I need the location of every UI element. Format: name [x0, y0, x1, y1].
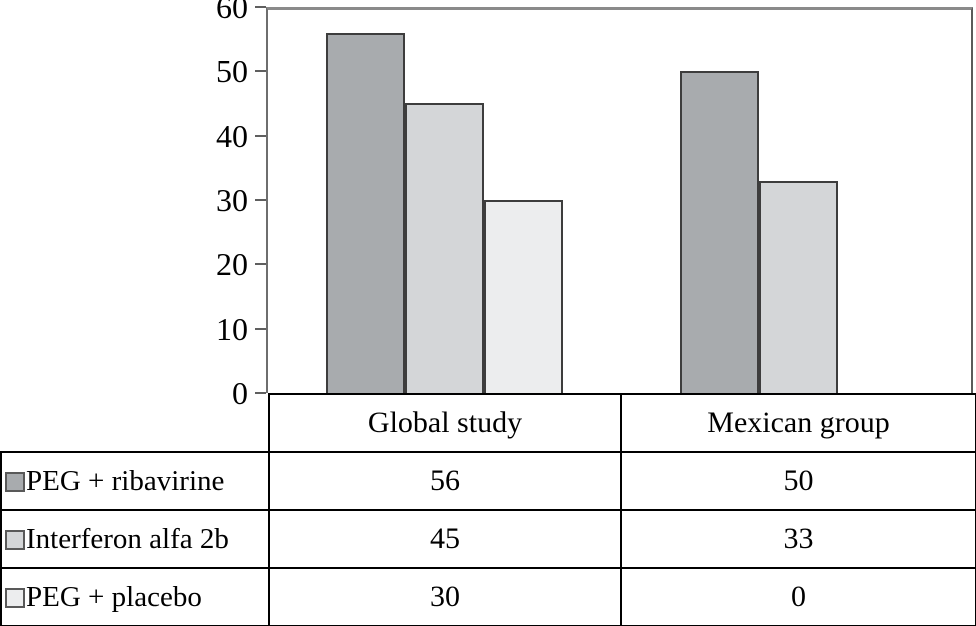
bar-mexican-group-series-0: [680, 71, 759, 393]
y-tick-label: 50: [216, 53, 248, 90]
y-tick-mark: [255, 263, 266, 266]
y-tick-mark: [255, 199, 266, 201]
bar-global-study-series-0: [326, 33, 405, 393]
legend-cell-interferon-alfa-2b: Interferon alfa 2b: [0, 509, 270, 569]
y-tick-label: 0: [232, 375, 248, 411]
legend-swatch-icon: [5, 530, 25, 550]
y-tick-mark: [255, 392, 266, 394]
y-tick-label: 40: [216, 117, 248, 154]
table-row: PEG + ribavirine 56 50: [0, 451, 976, 511]
bar-global-study-series-1: [405, 103, 484, 393]
legend-cell-peg-ribavirine: PEG + ribavirine: [0, 451, 270, 511]
legend-cell-peg-placebo: PEG + placebo: [0, 567, 270, 626]
y-tick-label: 10: [216, 310, 248, 347]
value-cell: 33: [620, 509, 976, 569]
y-tick-mark: [255, 70, 266, 73]
y-tick-mark: [255, 134, 266, 137]
bar-mexican-group-series-1: [759, 181, 838, 393]
legend-swatch-icon: [5, 472, 25, 492]
data-table: Global study Mexican group PEG + ribavirin…: [0, 393, 976, 626]
y-tick-mark: [255, 327, 266, 330]
legend-label: PEG + ribavirine: [26, 465, 225, 497]
y-tick-label: 60: [216, 0, 248, 25]
column-header-global-study: Global study: [268, 393, 622, 453]
y-tick-mark: [255, 6, 266, 8]
y-tick-label: 30: [216, 182, 248, 218]
value-cell: 45: [268, 509, 622, 569]
table-corner-cell: [1, 394, 269, 452]
value-cell: 0: [620, 567, 976, 626]
y-tick-label: 20: [216, 246, 248, 283]
bar-global-study-series-2: [484, 200, 563, 393]
column-header-mexican-group: Mexican group: [620, 393, 976, 453]
value-cell: 30: [268, 567, 622, 626]
legend-label: PEG + placebo: [26, 580, 202, 613]
value-cell: 50: [620, 451, 976, 511]
legend-swatch-icon: [5, 587, 25, 608]
table-header-row: Global study Mexican group: [1, 393, 976, 453]
value-cell: 56: [268, 451, 622, 511]
legend-label: Interferon alfa 2b: [26, 523, 229, 555]
plot-area: [266, 7, 973, 393]
table-row: PEG + placebo 30 0: [0, 567, 976, 626]
table-row: Interferon alfa 2b 45 33: [0, 509, 976, 569]
